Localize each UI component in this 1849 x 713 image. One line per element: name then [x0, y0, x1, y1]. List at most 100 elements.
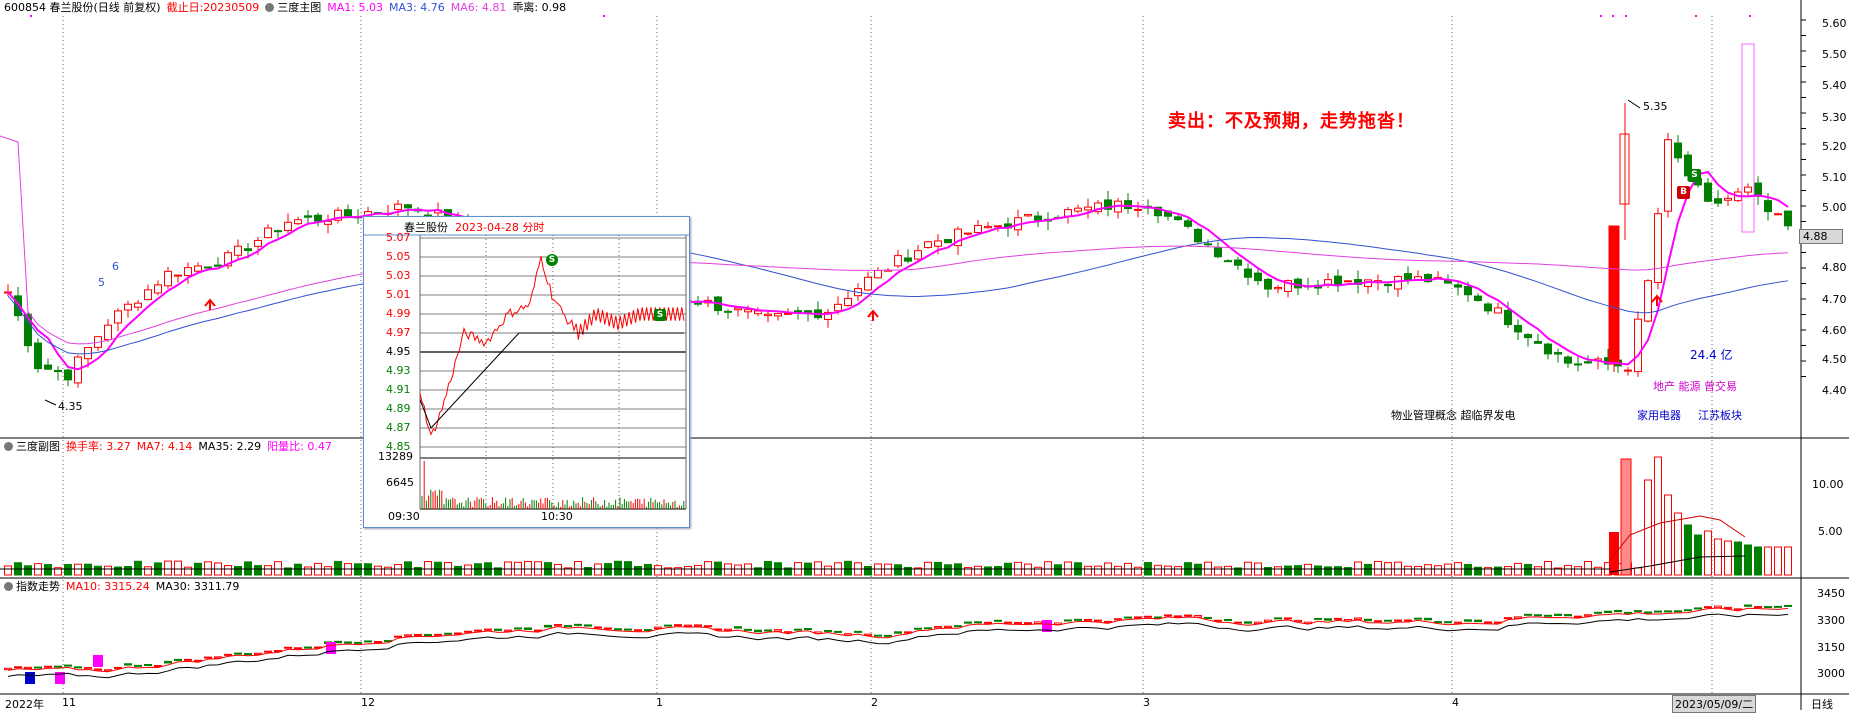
intraday-popup[interactable]: 春兰股份 2023-04-28 分时 5.07 5.05 5.03 5.01 4… — [363, 216, 690, 528]
candle-body — [1224, 260, 1232, 263]
volume-bar — [634, 565, 642, 576]
candle-body — [934, 240, 942, 247]
index-candle — [404, 634, 412, 637]
ma-label-6: 6 — [112, 260, 119, 273]
index-candle — [294, 647, 302, 650]
volume-bar — [1694, 534, 1702, 576]
price-tick: 5.40 — [1822, 79, 1847, 92]
index-candle — [784, 631, 792, 634]
candle-body — [194, 265, 202, 272]
index-signal — [326, 642, 336, 654]
index-candle — [414, 633, 422, 636]
volume-bar — [1544, 560, 1552, 576]
index-candle — [1364, 618, 1372, 622]
index-candle — [614, 628, 622, 631]
candle-body — [734, 307, 742, 311]
volume-bar — [1784, 546, 1792, 576]
index-panel-title[interactable]: 指数走势 — [16, 580, 60, 593]
popup-price-tick: 5.01 — [386, 288, 411, 301]
candle-body — [904, 257, 912, 262]
candle-body — [264, 227, 272, 239]
x-label: 3 — [1143, 696, 1150, 709]
candle-body — [1554, 352, 1562, 355]
popup-price-tick: 4.87 — [386, 421, 411, 434]
candle-body — [1214, 247, 1222, 258]
popup-vol-tick: 13289 — [378, 450, 413, 463]
index-candle — [654, 626, 662, 629]
candle-body — [1674, 142, 1682, 159]
volume-bar — [1494, 566, 1502, 576]
concept-tag[interactable]: 物业管理概念 超临界发电 — [1391, 409, 1516, 422]
volume-bar — [1164, 565, 1172, 576]
candle-body — [1464, 286, 1472, 296]
volume-bar — [134, 560, 142, 576]
volume-bar — [894, 564, 902, 576]
candle-body — [254, 239, 262, 247]
index-candle — [1704, 606, 1712, 609]
circle-icon[interactable] — [4, 442, 13, 451]
sub-panel-title[interactable]: 三度副图 — [16, 440, 60, 453]
circle-icon[interactable] — [4, 582, 13, 591]
volume-bar — [554, 563, 562, 576]
index-candle — [164, 660, 172, 664]
index-candle — [574, 623, 582, 626]
volume-bar — [1324, 566, 1332, 576]
index-candle — [1444, 621, 1452, 624]
candle-body — [1774, 213, 1782, 216]
candle-body — [1484, 303, 1492, 312]
up-arrow-icon — [204, 298, 216, 310]
candle-body — [1324, 279, 1332, 285]
price-tick: 5.20 — [1822, 140, 1847, 153]
popup-date: 2023-04-28 分时 — [455, 221, 545, 234]
index-candle — [1614, 609, 1622, 613]
stock-title[interactable]: 600854 春兰股份(日线 前复权) — [4, 1, 161, 14]
concept-tag[interactable]: 江苏板块 — [1698, 409, 1742, 422]
index-candle — [264, 650, 272, 653]
index-candle — [1094, 619, 1102, 622]
index-candle — [1354, 617, 1362, 620]
index-candle — [214, 656, 222, 659]
main-panel-title[interactable]: 三度主图 — [277, 1, 322, 14]
index-candle — [1744, 604, 1752, 607]
volume-bar — [1044, 561, 1052, 576]
volume-bar — [1304, 563, 1312, 576]
volume-bar — [204, 561, 212, 576]
concept-tag[interactable]: 家用电器 — [1637, 409, 1681, 422]
ma-line — [7, 236, 1789, 355]
index-ma30: MA30: 3311.79 — [155, 580, 240, 593]
index-candle — [204, 656, 212, 659]
index-candle — [1414, 617, 1422, 620]
ma1-value: MA1: 5.03 — [327, 1, 383, 14]
index-candle — [864, 633, 872, 636]
volume-bar — [524, 560, 532, 576]
concept-tag[interactable]: 地产 能源 曾交易 — [1653, 380, 1737, 393]
index-candle — [1754, 606, 1762, 609]
volume-bar — [1054, 564, 1062, 576]
volume-bar — [1434, 565, 1442, 576]
volume-bar — [1724, 540, 1732, 576]
candle-body — [34, 342, 42, 370]
ma-line — [0, 135, 1789, 345]
period-label[interactable]: 日线 — [1811, 698, 1833, 711]
volume-bar — [404, 561, 412, 576]
popup-avg-line — [419, 332, 684, 429]
volume-bar — [494, 567, 502, 576]
index-candle — [874, 634, 882, 637]
circle-icon[interactable] — [265, 3, 275, 12]
volume-bar — [394, 564, 402, 576]
candle-body — [64, 369, 72, 381]
volume-bar — [1744, 544, 1752, 576]
signal-dot — [1625, 15, 1627, 17]
index-candle — [154, 665, 162, 668]
candle-body — [344, 209, 352, 217]
index-candle — [974, 621, 982, 624]
signal-dot — [603, 15, 605, 17]
candle-body — [1344, 280, 1352, 283]
index-candle — [474, 629, 482, 632]
ma6-value: MA6: 4.81 — [450, 1, 507, 14]
yang-yin-ratio: 阳量比: 0.47 — [267, 440, 332, 453]
index-candle — [894, 631, 902, 634]
candle-body — [244, 248, 252, 252]
volume-bar — [164, 560, 172, 576]
